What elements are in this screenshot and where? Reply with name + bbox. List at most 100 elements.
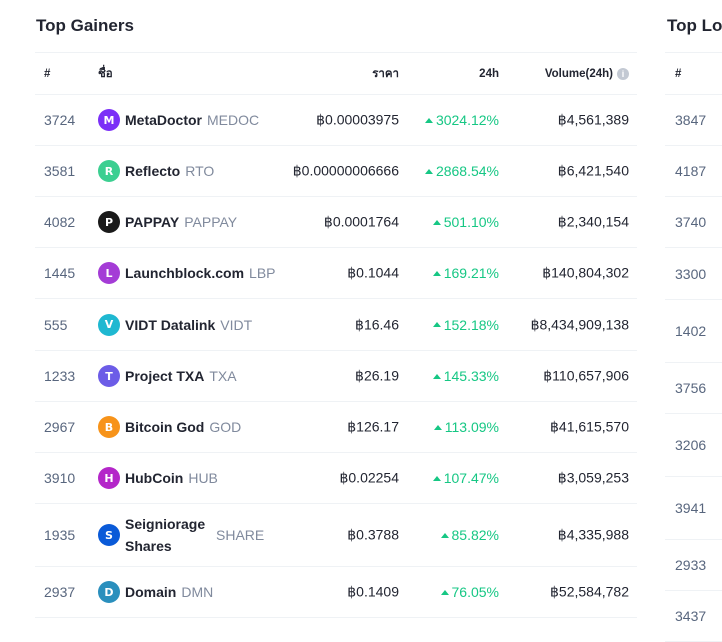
coin-price: ฿0.1409 (347, 583, 399, 600)
table-row[interactable]: 555 V VIDT Datalink VIDT ฿16.46 152.18% ฿8,434… (35, 299, 637, 351)
coin-name[interactable]: Bitcoin God (125, 419, 205, 435)
coin-name-cell[interactable]: H HubCoin HUB (98, 467, 218, 489)
row-rank: 3581 (44, 163, 76, 179)
coin-symbol: HUB (188, 470, 218, 486)
row-rank: 3847 (675, 112, 707, 128)
coin-volume: ฿41,615,570 (550, 418, 629, 435)
table-row[interactable]: 3300 (665, 248, 722, 300)
row-rank: 1402 (675, 323, 707, 339)
coin-name[interactable]: VIDT Datalink (125, 316, 216, 333)
row-rank: 3437 (675, 608, 707, 624)
row-rank: 4187 (675, 163, 707, 179)
coin-price: ฿0.1044 (347, 264, 399, 281)
coin-price: ฿0.02254 (339, 469, 399, 486)
coin-name-cell[interactable]: M MetaDoctor MEDOC (98, 109, 259, 131)
coin-price: ฿0.0001764 (323, 213, 399, 230)
coin-name-cell[interactable]: R Reflecto RTO (98, 160, 214, 182)
top-gainers-table: # ชื่อ ราคา 24h Volume(24h) i 3724 M MetaD… (35, 52, 637, 618)
price-change-value: 85.82% (451, 527, 499, 543)
caret-up-icon (432, 373, 441, 379)
table-row[interactable]: 4082 P PAPPAY PAPPAY ฿0.0001764 501.10% ฿2,340… (35, 197, 637, 248)
coin-name[interactable]: Reflecto (125, 163, 181, 179)
coin-name[interactable]: Domain (125, 584, 177, 600)
table-row[interactable]: 2967 B Bitcoin God GOD ฿126.17 113.09% ฿41,615… (35, 402, 637, 453)
row-rank: 3300 (675, 265, 707, 282)
price-change: 2868.54% (424, 163, 499, 179)
row-rank: 3756 (675, 380, 707, 396)
row-rank: 3206 (675, 437, 707, 453)
coin-symbol: GOD (209, 419, 242, 435)
coin-symbol: TXA (209, 368, 237, 384)
row-rank: 3941 (675, 500, 707, 516)
coin-name[interactable]: MetaDoctor (125, 112, 203, 128)
domain-icon: D (98, 581, 120, 603)
header-volume-label: Volume(24h) (544, 67, 613, 80)
price-change: 169.21% (432, 265, 499, 281)
top-losers-title: Top Losers (667, 16, 722, 35)
info-icon[interactable]: i (617, 67, 629, 80)
table-row[interactable]: 3437 (665, 591, 722, 642)
price-change: 107.47% (432, 470, 499, 486)
header-rank: # (44, 67, 51, 80)
table-row[interactable]: 1402 (665, 300, 722, 363)
caret-up-icon (432, 322, 441, 327)
coin-name[interactable]: Project TXA (125, 368, 205, 384)
table-row[interactable]: 3847 (665, 95, 722, 146)
table-row[interactable]: 2937 D Domain DMN ฿0.1409 76.05% ฿52,584,782 (35, 567, 637, 618)
price-change: 85.82% (440, 527, 499, 543)
coin-name-cell[interactable]: T Project TXA TXA (98, 365, 237, 387)
coin-name[interactable]: Seigniorage Shares (125, 516, 206, 554)
coin-price: ฿16.46 (355, 316, 399, 332)
table-row[interactable]: 2933 (665, 540, 722, 591)
coin-name[interactable]: HubCoin (125, 470, 184, 486)
table-row[interactable]: 1233 T Project TXA TXA ฿26.19 145.33% ฿110,657… (35, 351, 637, 402)
coin-price: ฿26.19 (355, 367, 399, 384)
coin-name-cell[interactable]: P PAPPAY PAPPAY (98, 211, 237, 233)
table-row[interactable]: 3581 R Reflecto RTO ฿0.00000006666 2868.54% ฿6… (35, 146, 637, 197)
table-row[interactable]: 1445 L Launchblock.com LBP ฿0.1044 169.21% ฿14… (35, 248, 637, 299)
row-rank: 3724 (44, 112, 76, 128)
price-change: 76.05% (440, 584, 499, 600)
table-row[interactable]: 3740 (665, 197, 722, 248)
price-change-value: 145.33% (443, 368, 499, 384)
header-volume: Volume(24h) i (544, 67, 629, 80)
price-change: 113.09% (433, 419, 499, 435)
table-row[interactable]: 3910 H HubCoin HUB ฿0.02254 107.47% ฿3,059,253 (35, 453, 637, 504)
caret-up-icon (432, 475, 441, 481)
table-row[interactable]: 3941 (665, 477, 722, 540)
row-rank: 3910 (44, 470, 76, 486)
coin-name-cell[interactable]: D Domain DMN (98, 581, 213, 603)
coin-name-cell[interactable]: B Bitcoin God GOD (98, 416, 241, 438)
coin-name[interactable]: Launchblock.com (125, 265, 245, 281)
vidt-icon: V (98, 313, 120, 336)
table-row[interactable]: 3724 M MetaDoctor MEDOC ฿0.00003975 3024.12% ฿… (35, 95, 637, 146)
coin-name-cell[interactable]: L Launchblock.com LBP (98, 262, 276, 284)
price-change-value: 169.21% (443, 265, 499, 281)
row-rank: 2937 (44, 584, 76, 600)
price-change-value: 113.09% (444, 419, 499, 435)
caret-up-icon (432, 270, 441, 276)
table-row[interactable]: 4187 (665, 146, 722, 197)
coin-price: ฿0.00000006666 (292, 162, 399, 179)
coin-volume: ฿2,340,154 (557, 213, 629, 230)
header-name: ชื่อ (98, 67, 113, 80)
price-change: 152.18% (432, 317, 499, 333)
top-gainers-title: Top Gainers (36, 16, 134, 35)
caret-up-icon (440, 589, 449, 595)
top-losers-table: # 3847 4187 3740 3300 1402 3756 3206 3941 2933 34… (665, 52, 722, 642)
table-row[interactable]: 3206 (665, 414, 722, 477)
coin-name-cell[interactable]: S Seigniorage Shares SHARE (98, 513, 264, 557)
launchblock-icon: L (98, 262, 120, 284)
header-change: 24h (479, 67, 499, 80)
coin-symbol: VIDT (220, 316, 253, 333)
coin-symbol: SHARE (216, 527, 265, 543)
coin-name[interactable]: PAPPAY (125, 214, 180, 230)
coin-volume: ฿52,584,782 (550, 583, 629, 600)
table-row[interactable]: 1935 S Seigniorage Shares SHARE ฿0.3788 85.82… (35, 504, 637, 567)
row-rank: 1233 (44, 368, 76, 384)
caret-up-icon (440, 532, 449, 538)
table-row[interactable]: 3756 (665, 363, 722, 414)
row-rank: 1935 (44, 527, 76, 543)
price-change-value: 76.05% (451, 584, 499, 600)
coin-name-cell[interactable]: V VIDT Datalink VIDT (98, 313, 253, 336)
